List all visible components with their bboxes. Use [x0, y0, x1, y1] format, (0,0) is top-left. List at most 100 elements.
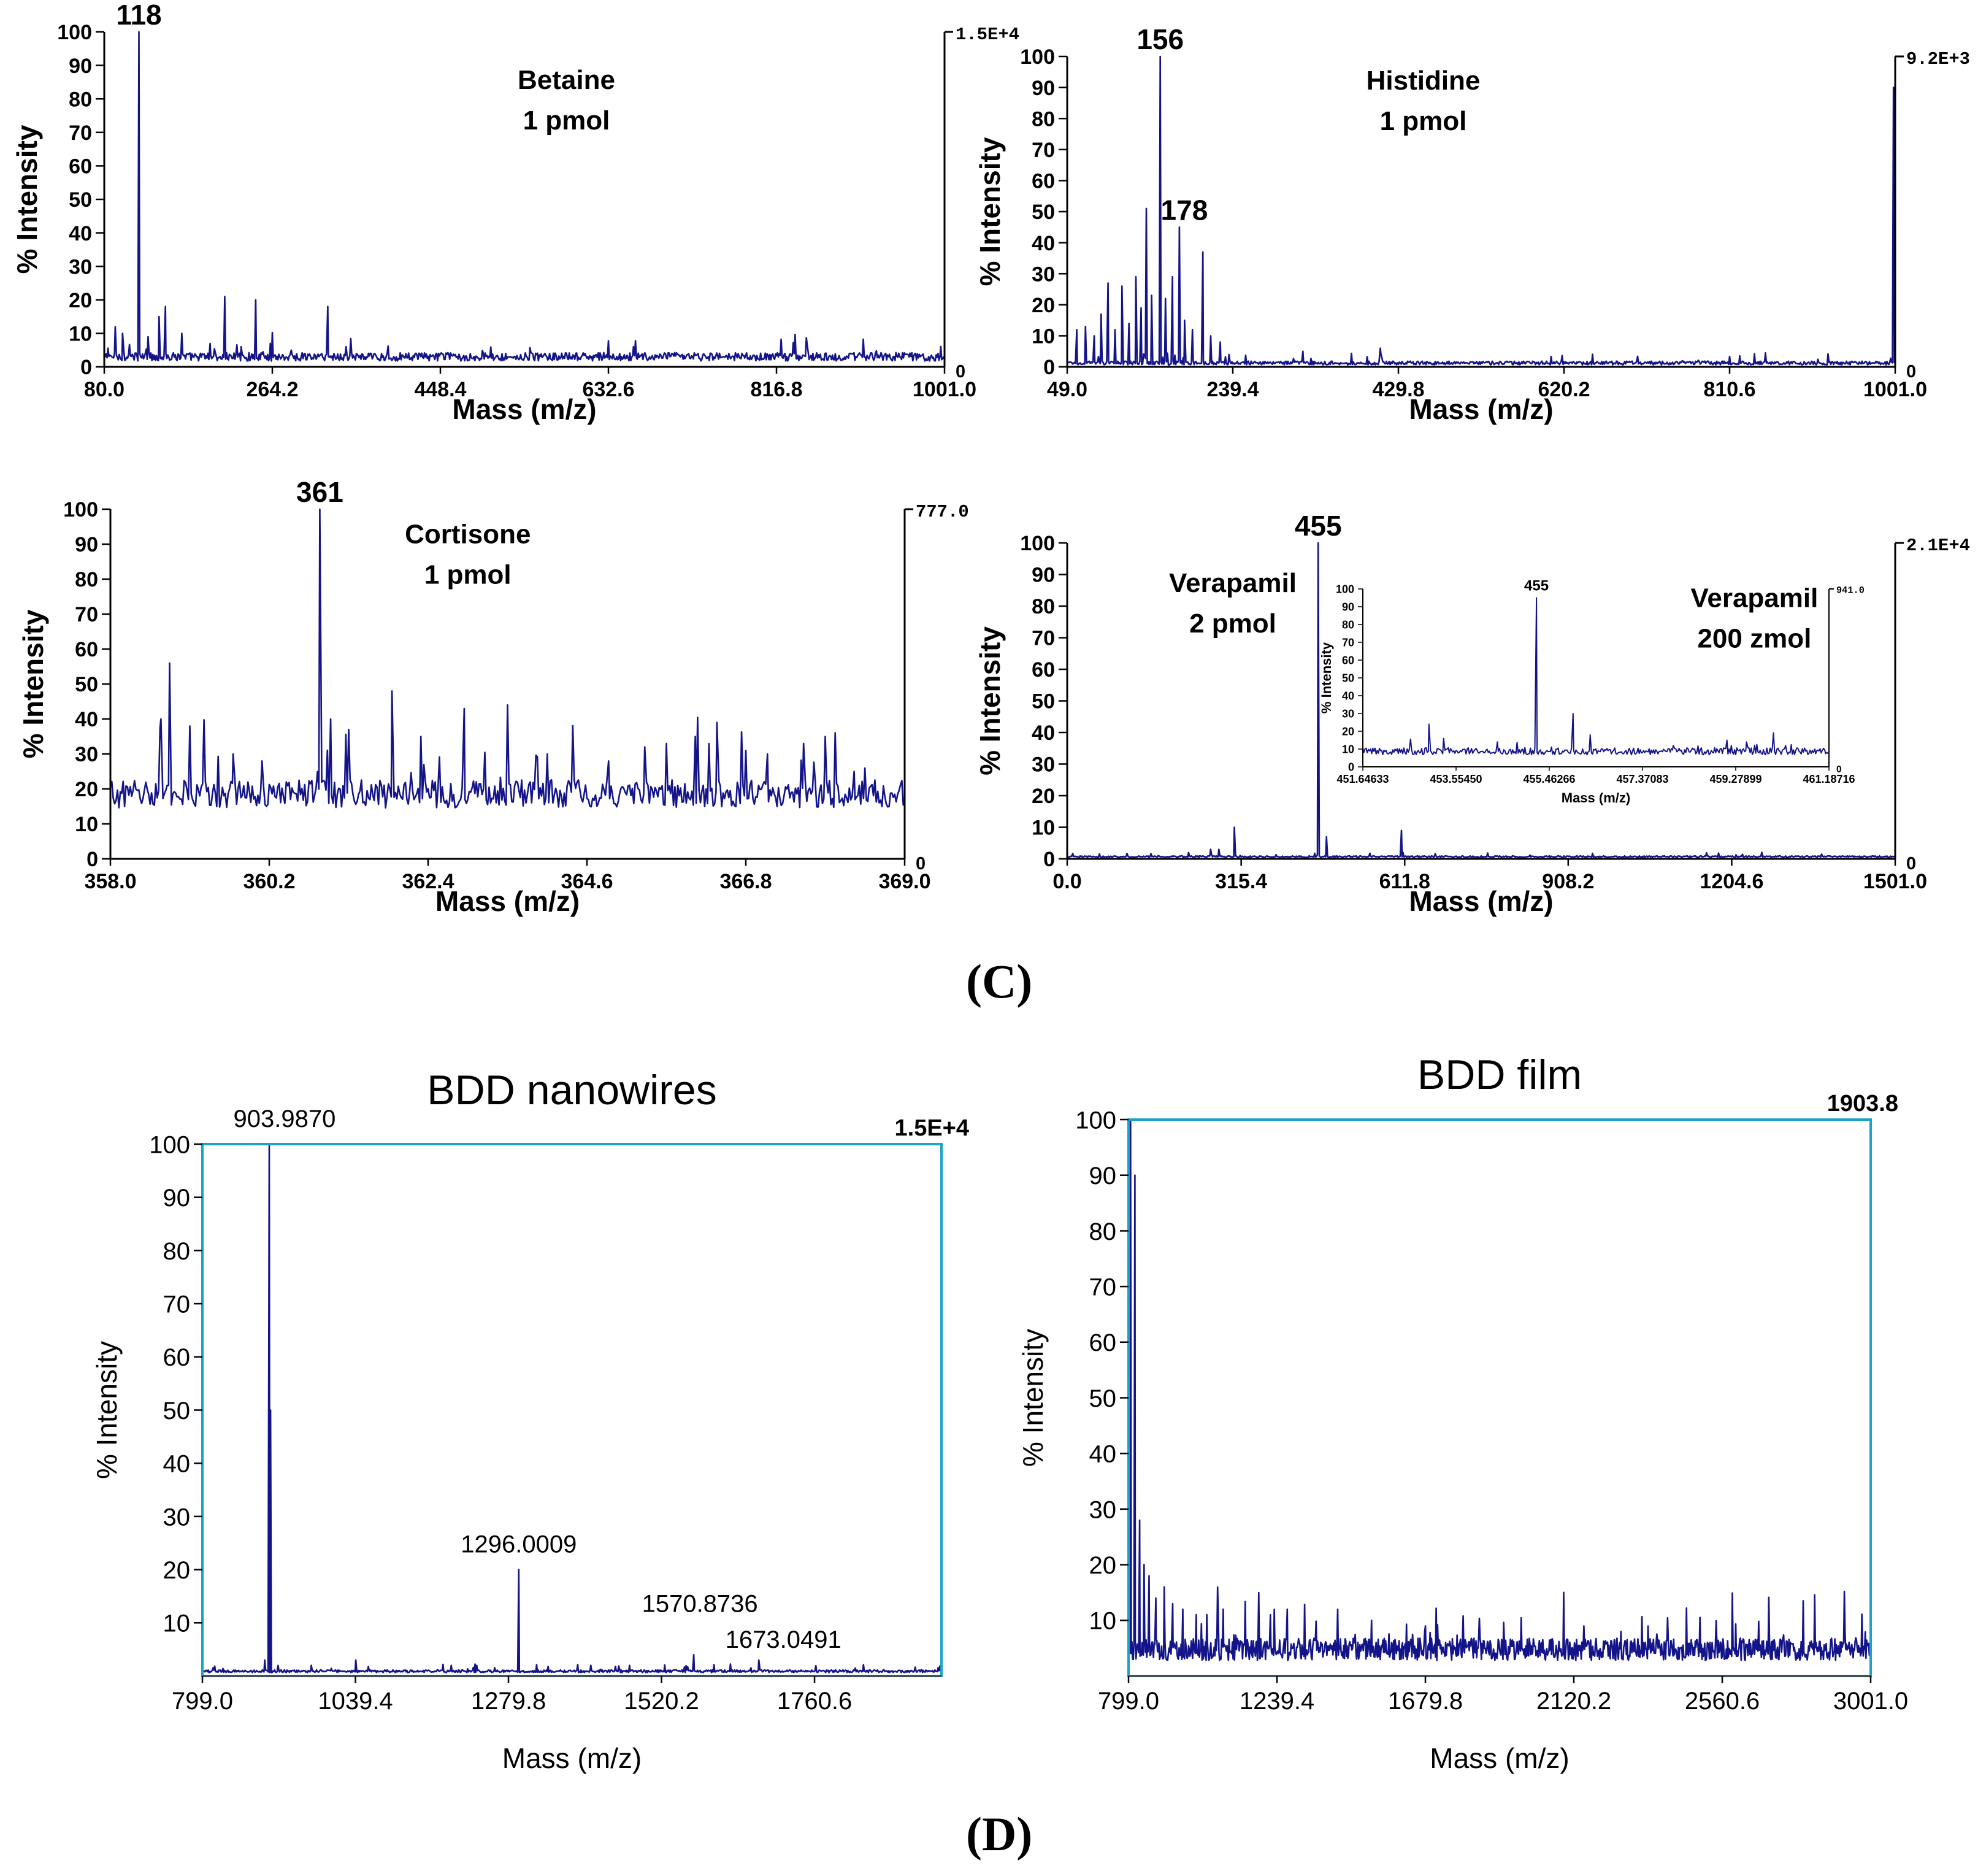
y-tick-label: 50 — [1032, 690, 1055, 713]
panel-label-d: (D) — [966, 1807, 1033, 1861]
x-tick-label: 632.6 — [582, 378, 634, 401]
chart-cortisone: 0 10 20 30 40 50 60 70 80 90 100 358.0 360.2 362.4 364… — [17, 476, 969, 917]
x-tick-label: 49.0 — [1047, 378, 1087, 401]
x-axis-label: Mass (m/z) — [502, 1742, 642, 1774]
chart-bdd_nanowires: 10 20 30 40 50 60 70 80 90 100 799.0 1039.4 1279.8 15… — [91, 1067, 969, 1774]
x-tick-label: 264.2 — [246, 378, 298, 401]
y-tick-label: 20 — [1089, 1552, 1117, 1579]
x-tick-label: 2560.6 — [1685, 1688, 1760, 1715]
y-tick-label: 20 — [163, 1557, 191, 1584]
y-axis-label: % Intensity — [974, 626, 1006, 775]
x-tick-label: 620.2 — [1538, 378, 1590, 401]
y-tick-label: 30 — [75, 743, 98, 766]
y-tick-label: 100 — [57, 21, 92, 44]
y-tick-label: 40 — [163, 1451, 191, 1478]
x-tick-label: 1760.6 — [777, 1688, 852, 1715]
chart-title-line: 1 pmol — [1380, 106, 1467, 136]
peak-label: 178 — [1161, 194, 1208, 226]
right-axis-max-label: 1.5E+4 — [895, 1115, 970, 1141]
x-tick-label: 816.8 — [750, 378, 802, 401]
y-tick-label: 60 — [1032, 658, 1055, 682]
x-tick-label: 429.8 — [1372, 378, 1424, 401]
x-axis-label: Mass (m/z) — [435, 885, 580, 917]
right-axis-max-label: 9.2E+3 — [1906, 49, 1970, 69]
y-tick-label: 40 — [69, 222, 92, 245]
peak-label: 1296.0009 — [461, 1531, 577, 1558]
right-axis-max-label: 2.1E+4 — [1906, 536, 1970, 556]
y-tick-label: 90 — [1032, 564, 1055, 587]
x-tick-label: 80.0 — [84, 378, 125, 401]
x-tick-label: 362.4 — [402, 870, 454, 893]
y-tick-label: 80 — [1032, 595, 1055, 618]
y-tick-label: 60 — [75, 638, 98, 661]
right-axis-min-label: 0 — [956, 362, 965, 382]
x-tick-label: 799.0 — [172, 1688, 233, 1715]
chart-title-line: 1 pmol — [424, 559, 512, 590]
y-tick-label: 30 — [69, 255, 92, 279]
peak-label: 455 — [1295, 510, 1342, 542]
panel-label-c: (C) — [966, 955, 1033, 1008]
y-tick-label: 80 — [163, 1238, 191, 1265]
y-tick-label: 10 — [69, 323, 92, 346]
y-tick-label: 90 — [75, 533, 98, 556]
x-tick-label: 239.4 — [1206, 378, 1259, 401]
x-tick-label: 1001.0 — [1863, 378, 1927, 401]
y-tick-label: 10 — [75, 813, 98, 836]
x-axis-label: Mass (m/z) — [1430, 1742, 1569, 1774]
x-tick-label: 369.0 — [878, 870, 930, 893]
spectrum-trace — [1127, 1118, 1872, 1661]
spectrum-trace — [109, 508, 906, 809]
y-tick-label: 80 — [1342, 618, 1354, 631]
chart-title-line: Verapamil — [1690, 583, 1818, 613]
chart-title-line: Histidine — [1367, 66, 1481, 96]
right-axis-max-label: 777.0 — [916, 502, 969, 522]
x-axis-label: Mass (m/z) — [1409, 885, 1553, 917]
chart-title-line: 2 pmol — [1189, 609, 1276, 639]
x-tick-label: 1679.8 — [1388, 1688, 1463, 1715]
y-tick-label: 70 — [163, 1291, 191, 1318]
y-tick-label: 10 — [1342, 743, 1354, 755]
x-tick-label: 1501.0 — [1863, 870, 1927, 893]
y-axis-label: % Intensity — [11, 125, 43, 274]
y-tick-label: 60 — [1342, 654, 1354, 666]
x-tick-label: 360.2 — [243, 870, 295, 893]
y-tick-label: 50 — [1342, 672, 1354, 684]
y-tick-label: 50 — [1032, 201, 1055, 224]
x-tick-label: 1279.8 — [471, 1688, 546, 1715]
y-tick-label: 60 — [69, 155, 92, 179]
chart-betaine: 0 10 20 30 40 50 60 70 80 90 100 80.0 264.2 448.4 632.… — [11, 0, 1019, 425]
y-tick-label: 10 — [1032, 817, 1055, 840]
x-axis-label: Mass (m/z) — [452, 393, 596, 425]
inset-background — [1326, 577, 1872, 822]
y-tick-label: 30 — [1089, 1496, 1117, 1523]
y-tick-label: 10 — [1089, 1608, 1117, 1635]
y-tick-label: 90 — [163, 1185, 191, 1212]
x-tick-label: 1239.4 — [1240, 1688, 1314, 1715]
y-tick-label: 30 — [1342, 707, 1354, 720]
y-tick-label: 100 — [149, 1131, 190, 1158]
y-tick-label: 60 — [1089, 1329, 1117, 1356]
y-tick-label: 30 — [163, 1504, 191, 1531]
y-tick-label: 70 — [1089, 1274, 1117, 1301]
chart-title-line: Cortisone — [405, 519, 531, 549]
y-tick-label: 90 — [1089, 1163, 1117, 1190]
x-axis-label: Mass (m/z) — [1409, 393, 1553, 425]
chart-verapamil_inset: 0 10 20 30 40 50 60 70 80 90 100 451.64633 453.55450… — [1319, 577, 1872, 822]
y-tick-label: 100 — [1075, 1107, 1116, 1134]
y-tick-label: 90 — [1032, 77, 1055, 100]
y-tick-label: 30 — [1032, 753, 1055, 777]
y-axis-label: % Intensity — [1017, 1329, 1049, 1467]
peak-label: 1570.8736 — [642, 1590, 758, 1617]
peak-label: 361 — [296, 476, 343, 508]
x-tick-label: 461.18716 — [1803, 773, 1855, 785]
spectrum-trace — [104, 31, 945, 362]
chart-title-line: Verapamil — [1169, 568, 1297, 598]
peak-label: 1673.0491 — [726, 1626, 841, 1653]
peak-label: 455 — [1524, 578, 1549, 594]
y-tick-label: 70 — [69, 121, 92, 145]
right-axis-min-label: 0 — [1906, 362, 1916, 382]
x-tick-label: 453.55450 — [1430, 773, 1482, 785]
x-tick-label: 2120.2 — [1536, 1688, 1611, 1715]
right-axis-min-label: 0 — [1836, 764, 1842, 775]
y-tick-label: 0 — [1348, 761, 1354, 773]
